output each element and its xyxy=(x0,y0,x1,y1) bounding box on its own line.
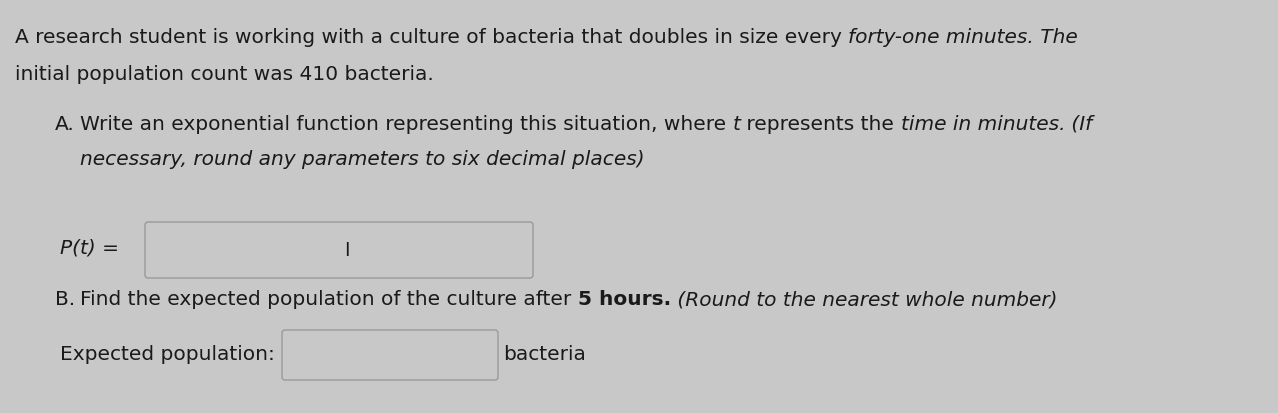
Text: A research student is working with a culture of bacteria that doubles in size ev: A research student is working with a cul… xyxy=(15,28,849,47)
Text: A.: A. xyxy=(55,115,74,134)
FancyBboxPatch shape xyxy=(144,222,533,278)
Text: Write an exponential function representing this situation, where: Write an exponential function representi… xyxy=(81,115,732,134)
Text: time in minutes.: time in minutes. xyxy=(901,115,1065,134)
Text: I: I xyxy=(344,240,349,259)
Text: 5 hours.: 5 hours. xyxy=(578,290,671,309)
Text: forty-one minutes.: forty-one minutes. xyxy=(849,28,1034,47)
FancyBboxPatch shape xyxy=(282,330,498,380)
Text: necessary, round any parameters to six decimal places): necessary, round any parameters to six d… xyxy=(81,150,644,169)
Text: B.: B. xyxy=(55,290,75,309)
Text: Find the expected population of the culture after: Find the expected population of the cult… xyxy=(81,290,578,309)
Text: represents the: represents the xyxy=(740,115,901,134)
Text: P(t) =: P(t) = xyxy=(60,238,119,257)
Text: (If: (If xyxy=(1065,115,1093,134)
Text: initial population count was 410 bacteria.: initial population count was 410 bacteri… xyxy=(15,65,433,84)
Text: The: The xyxy=(1034,28,1077,47)
Text: t: t xyxy=(732,115,740,134)
Text: bacteria: bacteria xyxy=(504,346,585,365)
Text: (Round to the nearest whole number): (Round to the nearest whole number) xyxy=(671,290,1057,309)
Text: Expected population:: Expected population: xyxy=(60,346,275,365)
